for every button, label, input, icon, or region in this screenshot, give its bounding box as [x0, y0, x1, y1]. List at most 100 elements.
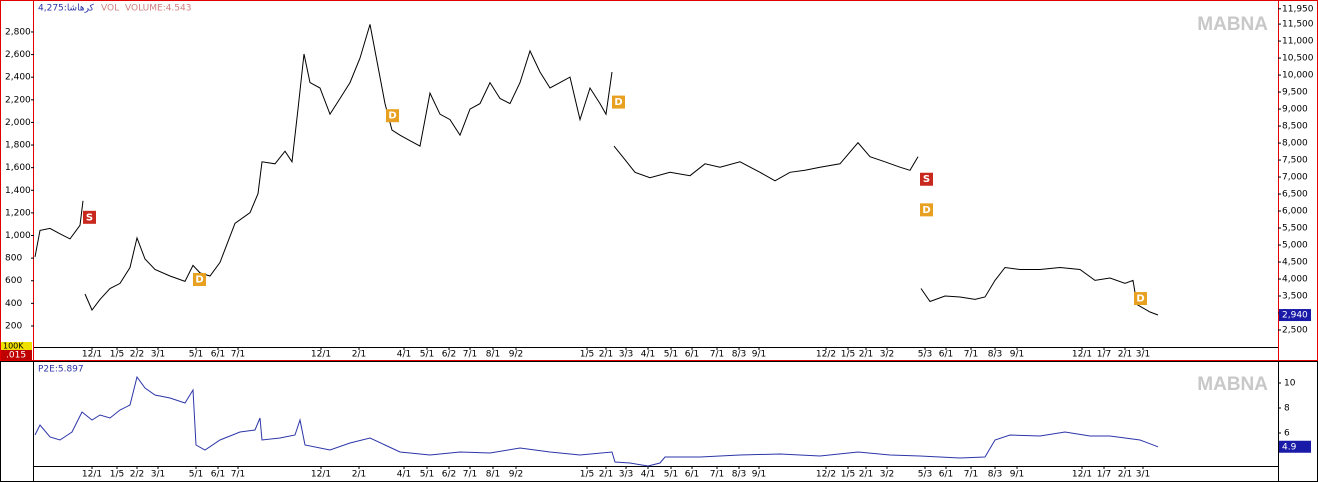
y2-tick-label: 4,000 [1282, 275, 1308, 285]
x-tick-label: 6/1 [211, 470, 225, 480]
x-tick-label: 2/1 [599, 470, 613, 480]
x-tick-label: 7/1 [964, 470, 978, 480]
x-tick-label: 3/1 [1136, 350, 1150, 360]
x-tick-label: 1/5 [580, 470, 594, 480]
x-tick-label: 7/1 [231, 470, 245, 480]
x-tick-label: 12/2 [816, 470, 836, 480]
x-tick-label: 3/2 [880, 350, 894, 360]
y-tick-label: 400 [5, 299, 22, 309]
x-tick-label: 8/3 [988, 350, 1002, 360]
y-tick-label: 2,800 [5, 27, 31, 37]
x-tick-label: 2/1 [1118, 470, 1132, 480]
x-tick-label: 5/1 [420, 470, 434, 480]
watermark: MABNA [1197, 14, 1268, 35]
x-tick-label: 12/1 [1072, 350, 1092, 360]
y-tick-label: 1,200 [5, 208, 31, 218]
volume-min: .015 [6, 351, 26, 361]
y-tick-label: 2,600 [5, 50, 31, 60]
x-tick-label: 7/1 [964, 350, 978, 360]
x-tick-label: 4/1 [397, 470, 411, 480]
y2-tick-label: 8,500 [1282, 122, 1308, 132]
x-tick-label: 3/1 [1136, 470, 1150, 480]
x-tick-label: 5/3 [918, 350, 932, 360]
x-tick-label: 6/2 [442, 470, 456, 480]
y-tick-label: 8 [1284, 404, 1290, 414]
volume-min-box [1, 350, 32, 360]
x-tick-label: 4/1 [641, 350, 655, 360]
x-tick-label: 4/1 [641, 470, 655, 480]
volume-label: VOLUME:4.543 [125, 4, 192, 14]
volume-scale-box [1, 342, 32, 350]
x-tick-label: 9/1 [752, 470, 766, 480]
x-tick-label: 7/1 [463, 350, 477, 360]
y-tick-label: 1,400 [5, 186, 31, 196]
signal-marker [612, 95, 625, 109]
signal-marker [193, 273, 206, 287]
y2-tick-label: 10,500 [1282, 54, 1314, 64]
x-tick-label: 8/3 [732, 470, 746, 480]
y-tick-label: 2,400 [5, 73, 31, 83]
x-tick-label: 12/1 [82, 470, 102, 480]
signal-marker [920, 203, 933, 217]
x-tick-label: 3/3 [619, 470, 633, 480]
signal-marker [386, 109, 399, 123]
x-tick-label: 1/5 [110, 470, 124, 480]
x-tick-label: 7/1 [231, 350, 245, 360]
x-tick-label: 7/1 [710, 470, 724, 480]
x-tick-label: 1/5 [110, 350, 124, 360]
x-tick-label: 3/2 [880, 470, 894, 480]
p2e-header: P2E:5.897 [38, 365, 84, 375]
y-tick-label: 2,200 [5, 95, 31, 105]
x-tick-label: 5/3 [918, 470, 932, 480]
x-tick-label: 6/1 [211, 350, 225, 360]
y-tick-label: 6 [1284, 429, 1290, 439]
y-tick-label: 10 [1284, 379, 1296, 389]
x-tick-label: 1/7 [1097, 350, 1111, 360]
y-tick-label: 1,000 [5, 231, 31, 241]
x-tick-label: 2/1 [599, 350, 613, 360]
x-tick-label: 1/5 [841, 470, 855, 480]
x-tick-label: 9/1 [1010, 470, 1024, 480]
symbol-header: 4,275:کرهاشا [38, 4, 95, 14]
x-tick-label: 12/1 [311, 350, 331, 360]
x-tick-label: 8/1 [486, 470, 500, 480]
signal-label: D [614, 97, 622, 108]
x-tick-label: 12/2 [816, 350, 836, 360]
x-tick-label: 6/1 [939, 470, 953, 480]
last-value-box [1279, 309, 1311, 322]
x-tick-label: 6/1 [685, 470, 699, 480]
last-value-box [1279, 440, 1311, 453]
y2-tick-label: 2,500 [1282, 326, 1308, 336]
y2-tick-label: 5,000 [1282, 241, 1308, 251]
signal-marker [83, 210, 96, 224]
y2-tick-label: 9,500 [1282, 88, 1308, 98]
y2-tick-label: 8,000 [1282, 139, 1308, 149]
x-tick-label: 9/2 [509, 470, 523, 480]
signal-label: S [86, 212, 93, 223]
x-tick-label: 5/1 [189, 350, 203, 360]
y2-tick-label: 4,500 [1282, 258, 1308, 268]
x-tick-label: 12/1 [1072, 470, 1092, 480]
price-line [34, 375, 1159, 467]
y-tick-label: 800 [5, 254, 22, 264]
y2-tick-label: 9,000 [1282, 105, 1308, 115]
x-tick-label: 8/3 [732, 350, 746, 360]
x-tick-label: 7/1 [710, 350, 724, 360]
signal-label: S [923, 174, 930, 185]
x-tick-label: 4/1 [397, 350, 411, 360]
y-tick-label: 200 [5, 321, 22, 331]
volume-scale: 100K [3, 342, 24, 351]
signal-marker [1134, 292, 1147, 306]
x-tick-label: 2/1 [1118, 350, 1132, 360]
x-tick-label: 3/1 [151, 350, 165, 360]
y2-tick-label: 6,000 [1282, 207, 1308, 217]
x-tick-label: 8/1 [486, 350, 500, 360]
x-tick-label: 1/5 [580, 350, 594, 360]
upper-frame [0, 0, 1318, 361]
x-tick-label: 5/1 [664, 350, 678, 360]
last-value-label: 2,940 [1282, 311, 1308, 321]
x-tick-label: 2/2 [130, 470, 144, 480]
x-tick-label: 6/1 [939, 350, 953, 360]
signal-marker [920, 172, 933, 186]
